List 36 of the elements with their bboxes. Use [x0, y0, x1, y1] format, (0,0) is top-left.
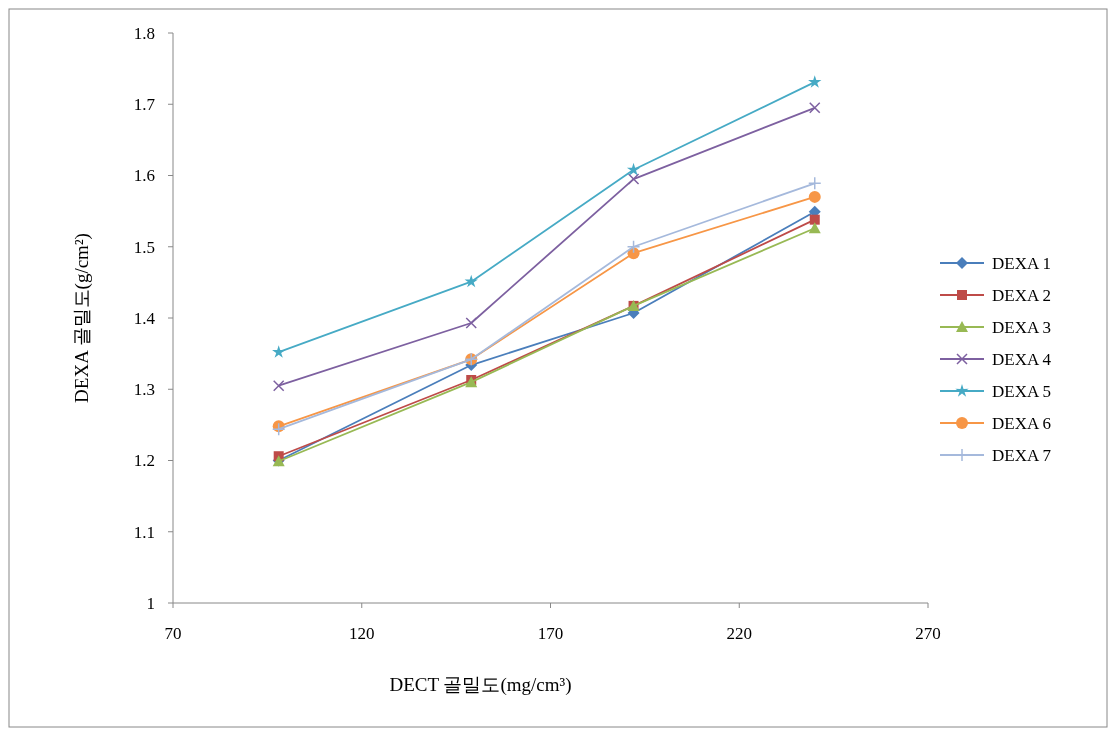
- legend-label: DEXA 7: [992, 445, 1052, 465]
- point: [627, 173, 640, 185]
- point: [272, 345, 286, 358]
- x-tick-label: 270: [915, 624, 941, 643]
- point: [809, 214, 820, 225]
- x-tick-label: 70: [164, 624, 182, 643]
- legend-label: DEXA 2: [992, 285, 1052, 305]
- y-tick-label: 1.4: [133, 308, 156, 328]
- point: [808, 176, 822, 191]
- point: [808, 190, 821, 203]
- y-tick-label: 1.6: [133, 166, 155, 186]
- x-tick-label: 170: [537, 624, 564, 643]
- legend-label: DEXA 3: [992, 317, 1052, 337]
- y-tick-label: 1.2: [133, 451, 155, 471]
- y-tick-label: 1.7: [133, 95, 156, 115]
- point: [808, 75, 822, 88]
- y-tick-label: 1.3: [133, 380, 155, 400]
- x-tick-label: 120: [349, 624, 375, 643]
- y-tick-label: 1.5: [133, 237, 155, 257]
- y-tick-label: 1.1: [133, 522, 155, 542]
- point: [808, 222, 821, 234]
- legend-label: DEXA 5: [992, 381, 1052, 401]
- x-tick-label: 220: [726, 624, 752, 643]
- point: [464, 274, 478, 288]
- legend-label: DEXA 6: [992, 413, 1052, 433]
- x-axis-title: DECT 골밀도(mg/cm³): [389, 674, 572, 696]
- y-tick-label: 1: [146, 593, 155, 613]
- point: [626, 162, 641, 176]
- point: [809, 102, 821, 114]
- point: [272, 379, 285, 392]
- y-axis-title: DEXA 골밀도(g/cm²): [71, 233, 93, 403]
- point: [465, 317, 477, 329]
- point: [626, 240, 641, 254]
- legend-label: DEXA 4: [992, 349, 1052, 369]
- y-tick-label: 1.8: [133, 23, 155, 43]
- legend-label: DEXA 1: [992, 253, 1052, 273]
